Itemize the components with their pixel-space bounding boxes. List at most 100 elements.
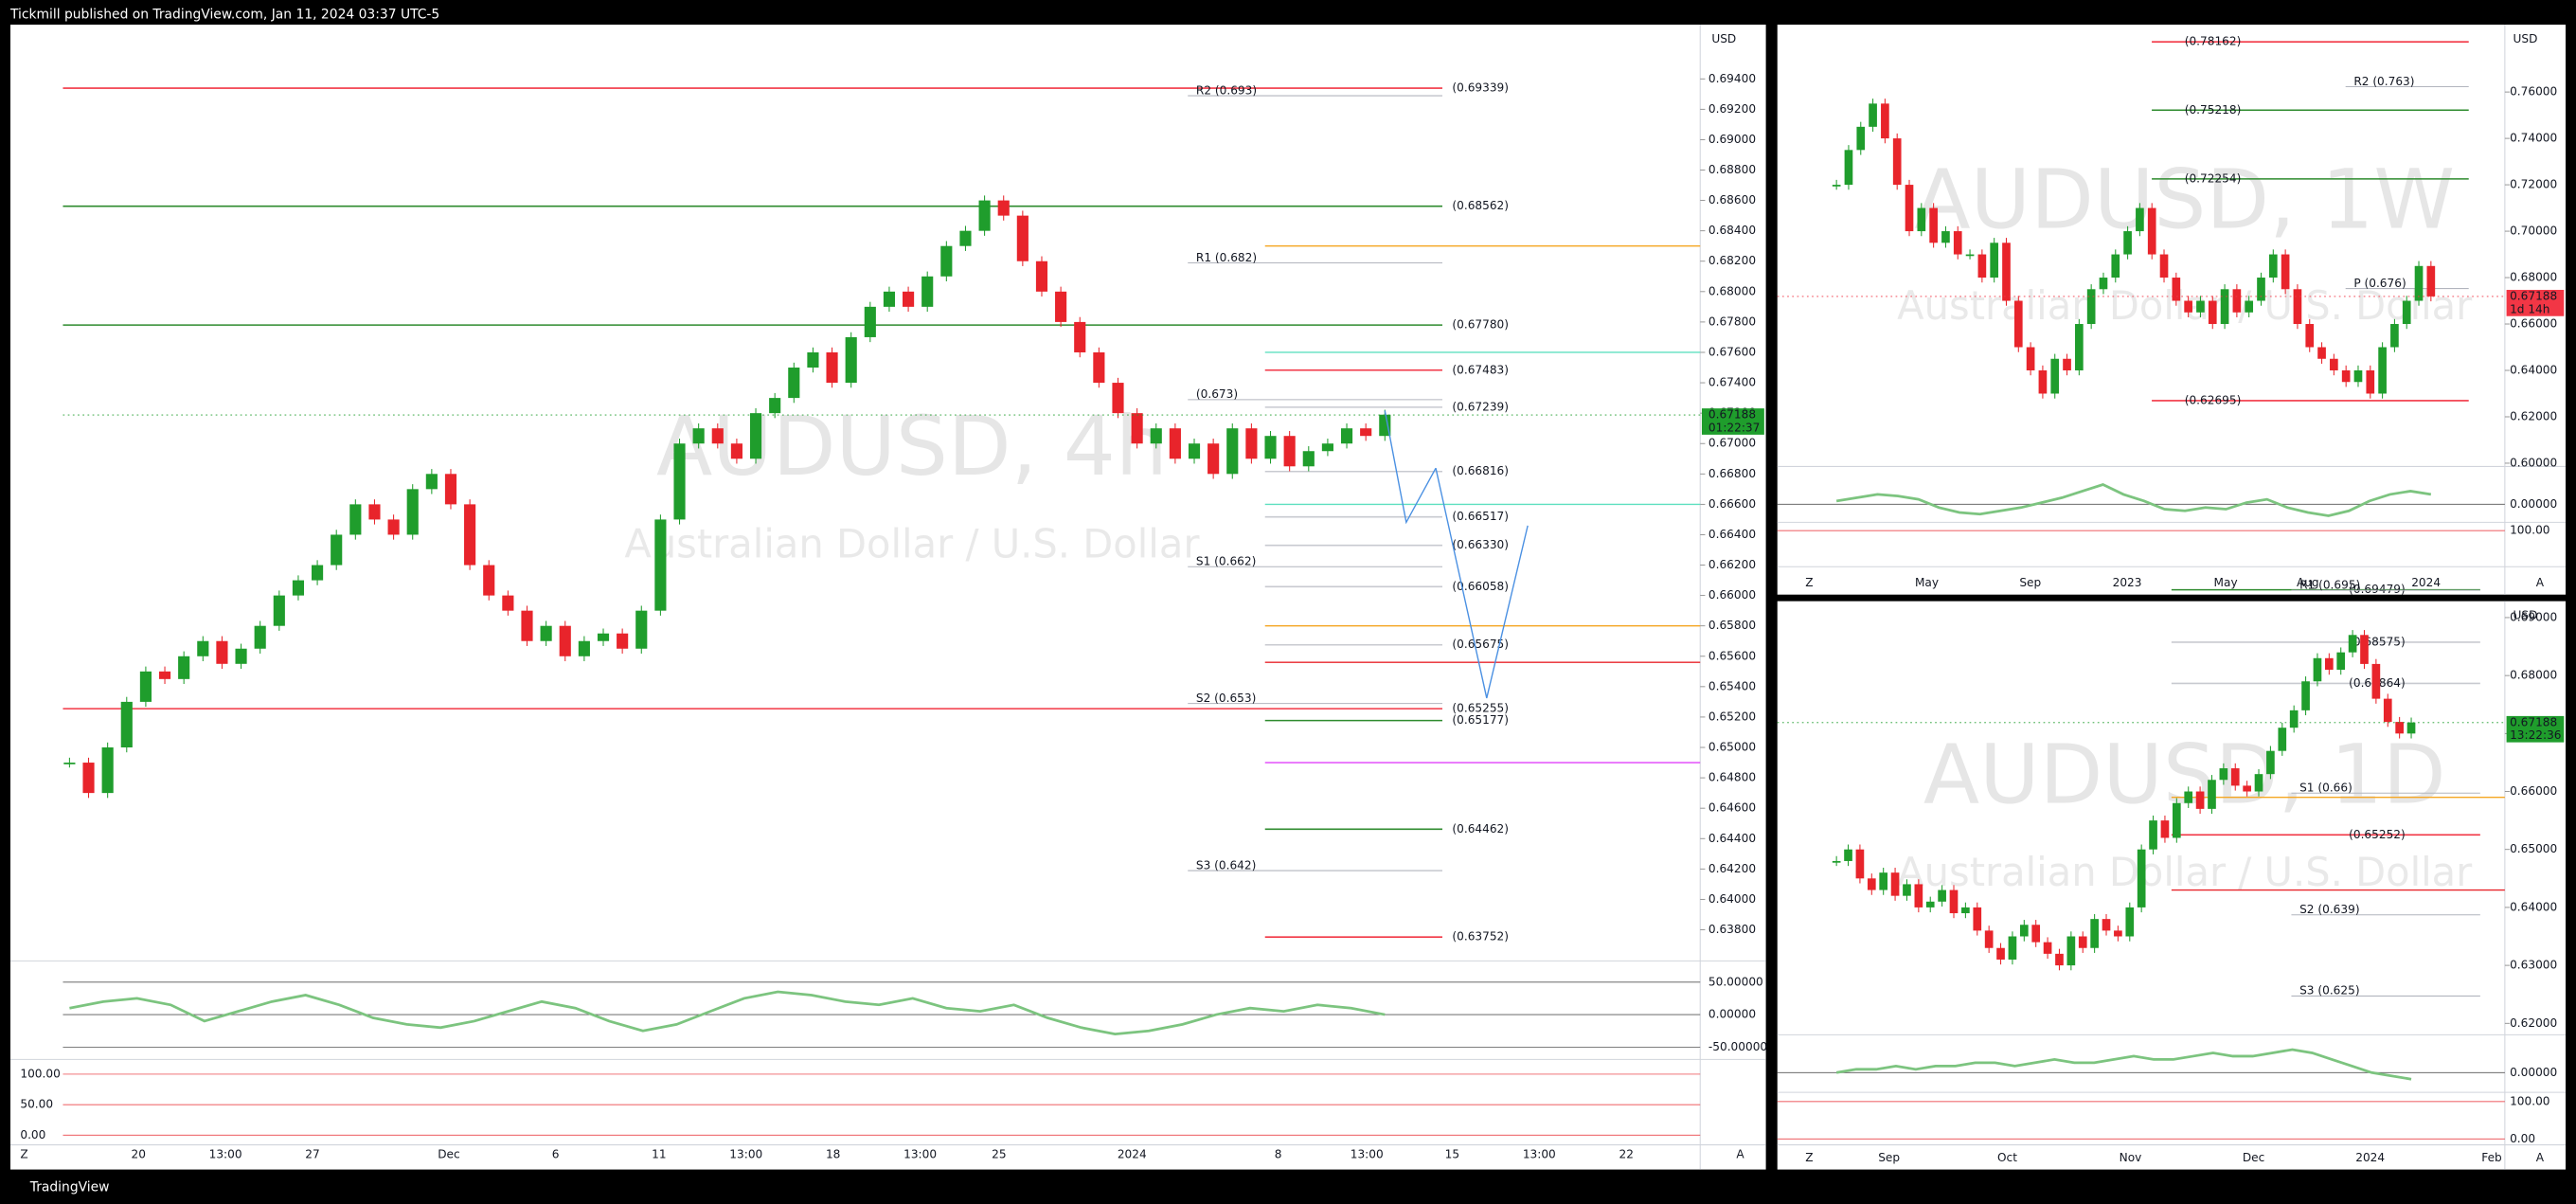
y-tick-label: 0.69000: [2510, 610, 2557, 623]
candle: [2114, 930, 2122, 937]
y-tick-label: 0.66400: [1708, 528, 1756, 541]
level-label: (0.65177): [1452, 713, 1509, 727]
candle: [2232, 289, 2242, 313]
candle: [1844, 849, 1852, 861]
candle: [2038, 370, 2048, 394]
candle: [1226, 428, 1239, 475]
candle: [997, 200, 1010, 216]
level-label: (0.68562): [1452, 199, 1509, 212]
level-label: (0.67780): [1452, 318, 1509, 332]
candle: [692, 428, 705, 444]
candle: [2063, 358, 2071, 371]
x-tick-label: Sep: [2019, 576, 2041, 589]
y-tick-label: 0.65200: [1708, 710, 1756, 723]
candle: [540, 625, 552, 641]
y-tick-label: 0.64000: [2510, 364, 2557, 377]
price-tag-value: 0.67188: [2510, 289, 2557, 302]
y-tick-label: 0.64000: [1708, 892, 1756, 906]
watermark-subtitle: Australian Dollar / U.S. Dollar: [624, 520, 1200, 566]
candle: [349, 504, 362, 535]
candle: [1131, 413, 1143, 444]
candle: [387, 519, 400, 535]
candle: [2289, 710, 2299, 728]
x-tick-label: 13:00: [903, 1147, 937, 1160]
oscillator-line: [1835, 1048, 2412, 1081]
candle: [2378, 347, 2387, 394]
candle: [2043, 942, 2052, 954]
watermark-title: AUDUSD, 1W: [1914, 153, 2455, 248]
candle: [2090, 919, 2099, 948]
candle: [2195, 791, 2205, 809]
candle: [1283, 436, 1296, 467]
candle: [1832, 860, 1841, 863]
candle: [1905, 185, 1914, 232]
candle: [2293, 289, 2302, 325]
level-label: (0.72254): [2185, 171, 2242, 185]
candle: [1208, 443, 1220, 475]
x-tick-label: 27: [305, 1147, 319, 1160]
candle: [2184, 300, 2192, 313]
y-tick-label: 0.62000: [2510, 1016, 2557, 1030]
candle: [2055, 953, 2064, 966]
osc-tick-label: 0.00000: [2510, 497, 2557, 511]
candle: [1093, 351, 1105, 384]
candle: [903, 291, 915, 307]
level-label: (0.75218): [2185, 103, 2242, 117]
panel-bg: [9, 25, 1766, 1170]
candle: [1881, 103, 1889, 139]
candle: [1074, 321, 1086, 352]
candle: [1925, 901, 1935, 907]
level-label: (0.66330): [1452, 538, 1509, 551]
candle: [120, 701, 133, 748]
osc2-tick-label: 0.00: [2510, 1132, 2535, 1145]
pivot-label: S3 (0.625): [2299, 984, 2359, 997]
candle: [1965, 254, 1975, 257]
pivot-label: (0.673): [1196, 387, 1238, 401]
y-tick-label: 0.65600: [1708, 649, 1756, 662]
candle: [654, 519, 667, 611]
candle: [2026, 347, 2035, 371]
pivot-label: S2 (0.639): [2299, 903, 2359, 916]
pivot-label: R2 (0.763): [2353, 75, 2414, 88]
x-tick-label: Aug: [2297, 576, 2319, 589]
pivot-label: S1 (0.662): [1196, 555, 1256, 568]
candle: [959, 230, 972, 246]
candle: [2395, 722, 2404, 734]
candle: [1938, 890, 1946, 902]
level-label: (0.65252): [2349, 828, 2406, 841]
candle: [2075, 324, 2084, 371]
candle: [2313, 657, 2322, 682]
x-tick-label: 2024: [2411, 576, 2441, 589]
y-tick-label: 0.69000: [1708, 133, 1756, 146]
pivot-label: P (0.676): [2353, 277, 2406, 290]
candle: [197, 640, 209, 656]
level-label: (0.69479): [2349, 583, 2406, 596]
candle: [2268, 254, 2278, 279]
y-tick-label: 0.65800: [1708, 619, 1756, 632]
candle: [864, 306, 876, 337]
x-tick-label: 15: [1445, 1147, 1459, 1160]
level-label: (0.63752): [1452, 930, 1509, 943]
pivot-label: S2 (0.653): [1196, 692, 1256, 705]
corner-left: Z: [20, 1147, 27, 1160]
candle: [883, 291, 896, 307]
candle: [673, 443, 686, 520]
candle: [254, 625, 266, 649]
level-label: (0.68575): [2349, 635, 2406, 648]
corner-left: Z: [1805, 1151, 1813, 1164]
candle: [2301, 681, 2310, 710]
y-tick-label: 0.65400: [1708, 679, 1756, 692]
candle: [1856, 126, 1866, 151]
candle: [711, 428, 724, 444]
candle: [1990, 243, 1999, 279]
y-tick-label: 0.65000: [1708, 741, 1756, 754]
candle: [1892, 138, 1902, 186]
candle: [2102, 919, 2111, 931]
price-tag: [2506, 289, 2565, 316]
y-tick-label: 0.69200: [1708, 102, 1756, 116]
y-tick-label: 0.66800: [1708, 467, 1756, 480]
candle: [1867, 878, 1876, 890]
candle: [2254, 774, 2263, 792]
candle: [235, 648, 247, 664]
